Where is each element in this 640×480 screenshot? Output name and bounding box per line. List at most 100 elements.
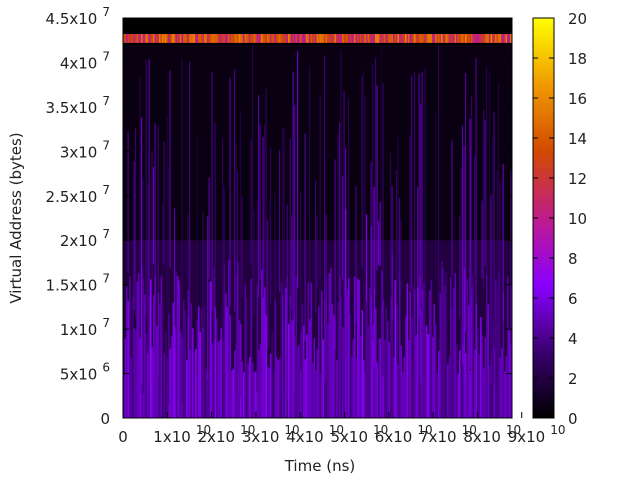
heatmap-cell: [409, 135, 411, 370]
heatmap-cell: [165, 34, 167, 43]
heatmap-cell: [447, 364, 449, 418]
heatmap-cell: [229, 78, 231, 308]
heatmap-cell: [160, 34, 163, 43]
heatmap-cell: [198, 306, 200, 418]
heatmap-cell: [441, 261, 443, 418]
heatmap-cell: [388, 34, 391, 43]
heatmap-cell: [271, 34, 274, 43]
heatmap-cell: [172, 302, 175, 418]
heatmap-cell: [144, 294, 146, 418]
heatmap-cell: [409, 34, 412, 43]
heatmap-cell: [145, 333, 148, 418]
heatmap-cell: [349, 34, 352, 43]
heatmap-cell: [478, 353, 481, 418]
colorbar-tick-label: 14: [568, 130, 587, 148]
heatmap-cell: [238, 34, 241, 43]
heatmap-cell: [151, 34, 154, 43]
heatmap-cell: [267, 220, 269, 349]
heatmap-cell: [402, 372, 404, 418]
heatmap-cell: [489, 365, 491, 418]
heatmap-cell: [327, 323, 329, 418]
heatmap-cell: [346, 288, 349, 418]
y-tick-label: 2x10 7: [60, 227, 110, 250]
heatmap-cell: [433, 303, 436, 418]
heatmap-cell: [288, 323, 290, 418]
heatmap-cell: [417, 187, 419, 305]
heatmap-cell: [471, 34, 473, 43]
heatmap-cell: [376, 362, 379, 418]
heatmap-cell: [202, 210, 204, 394]
heatmap-cell: [135, 330, 137, 418]
heatmap-cell: [270, 34, 272, 43]
heatmap-cell: [484, 34, 487, 43]
heatmap-cell: [180, 331, 182, 418]
heatmap-cell: [372, 64, 374, 340]
heatmap-cell: [295, 276, 298, 418]
heatmap-cell: [322, 339, 325, 418]
heatmap-cell: [340, 49, 342, 343]
heatmap-cell: [300, 34, 302, 43]
heatmap-cell: [151, 150, 153, 279]
heatmap-cell: [355, 185, 357, 324]
heatmap-cell: [270, 353, 272, 418]
heatmap-cell: [390, 152, 392, 287]
heatmap-cell: [253, 34, 256, 43]
heatmap-cell: [493, 34, 496, 43]
heatmap-cell: [481, 335, 484, 418]
heatmap-cell: [252, 34, 254, 43]
heatmap-cell: [426, 325, 428, 418]
heatmap-cell: [319, 94, 321, 336]
heatmap-cell: [249, 356, 251, 418]
x-tick-label: 4x10 10: [286, 423, 344, 446]
heatmap-cell: [475, 57, 477, 378]
heatmap-cell: [261, 269, 263, 418]
heatmap-cell: [234, 350, 236, 418]
heatmap-cell: [402, 34, 404, 43]
heatmap-cell: [466, 278, 469, 418]
heatmap-cell: [301, 303, 304, 418]
heatmap-cell: [273, 34, 275, 43]
heatmap-cell: [280, 34, 283, 43]
heatmap-cell: [210, 281, 212, 418]
heatmap-cell: [423, 282, 425, 418]
heatmap-cell: [304, 359, 307, 418]
heatmap-cell: [333, 34, 335, 43]
heatmap-cell: [168, 166, 170, 405]
heatmap-cell: [316, 215, 318, 289]
heatmap-cell: [465, 352, 467, 418]
heatmap-cell: [348, 98, 350, 286]
heatmap-cell: [304, 133, 306, 342]
heatmap-cell: [501, 347, 503, 418]
heatmap-cell: [162, 34, 164, 43]
heatmap-cell: [126, 286, 128, 418]
heatmap-cell: [150, 34, 152, 43]
heatmap-cell: [270, 147, 272, 305]
heatmap-cell: [135, 127, 137, 318]
heatmap-cell: [508, 34, 511, 43]
heatmap-cell: [157, 292, 160, 418]
heatmap-cell: [454, 273, 457, 418]
heatmap-cell: [384, 339, 386, 418]
heatmap-cell: [339, 122, 341, 405]
heatmap-cell: [324, 34, 326, 43]
heatmap-cell: [219, 339, 221, 418]
heatmap-cell: [184, 310, 187, 418]
heatmap-cell: [130, 357, 133, 418]
heatmap-cell: [375, 34, 377, 43]
x-tick-label: 9x10 10: [508, 423, 566, 446]
heatmap-cell: [124, 34, 127, 43]
heatmap-cell: [381, 270, 383, 418]
heatmap-cell: [429, 34, 431, 43]
y-tick-label: 2.5x10 7: [46, 183, 110, 206]
heatmap-cell: [142, 178, 144, 394]
colorbar-tick-label: 12: [568, 170, 587, 188]
x-tick-label: 7x10 10: [419, 423, 477, 446]
heatmap-cell: [213, 268, 215, 418]
heatmap-cell: [139, 338, 142, 418]
heatmap-cell: [217, 34, 220, 43]
heatmap-cell: [202, 34, 205, 43]
heatmap-cell: [133, 161, 135, 311]
heatmap-cell: [315, 369, 317, 418]
heatmap-cell: [154, 123, 156, 295]
heatmap-cell: [379, 34, 382, 43]
